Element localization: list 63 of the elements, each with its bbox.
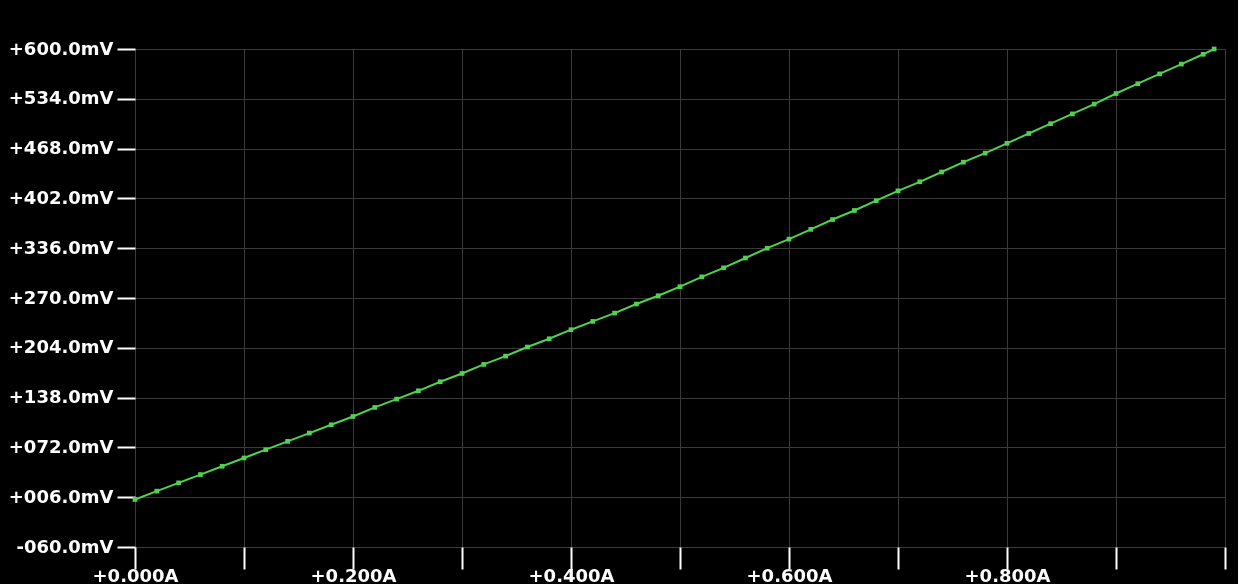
point xyxy=(1200,51,1206,57)
point xyxy=(1091,101,1097,107)
point xyxy=(1004,140,1010,146)
point xyxy=(808,226,814,232)
point xyxy=(1113,91,1119,96)
point xyxy=(219,463,225,469)
point xyxy=(1179,61,1184,67)
point xyxy=(939,169,944,175)
y-tick-label: +468.0mV xyxy=(8,137,114,159)
point xyxy=(830,217,835,222)
y-tick-label: +204.0mV xyxy=(8,336,114,358)
point xyxy=(546,336,552,342)
x-tick-label: +0.000A xyxy=(92,564,179,584)
y-tick-label: +534.0mV xyxy=(8,87,114,109)
point xyxy=(437,379,443,385)
point xyxy=(634,301,639,307)
y-tick-label: +402.0mV xyxy=(8,186,114,208)
point xyxy=(198,472,203,477)
y-tick-label: +138.0mV xyxy=(8,386,114,408)
point xyxy=(873,198,879,204)
point xyxy=(328,422,334,428)
point xyxy=(176,480,181,486)
point xyxy=(1048,121,1053,127)
y-tick-label: +600.0mV xyxy=(8,37,114,59)
point xyxy=(525,344,530,350)
point xyxy=(1070,111,1075,117)
point xyxy=(459,371,465,376)
point xyxy=(503,353,508,359)
point xyxy=(743,255,748,261)
y-tick-label: +336.0mV xyxy=(8,236,114,258)
point xyxy=(350,414,356,419)
point xyxy=(416,388,421,394)
point xyxy=(132,497,138,502)
y-tick-label: +270.0mV xyxy=(8,286,114,308)
point xyxy=(982,150,988,156)
point xyxy=(590,319,596,324)
point xyxy=(481,362,487,367)
point xyxy=(852,208,857,213)
point xyxy=(285,439,290,444)
x-tick-label: +0.800A xyxy=(964,564,1051,584)
point xyxy=(1157,71,1162,77)
point xyxy=(307,430,312,436)
x-tick-label: +0.200A xyxy=(310,564,397,584)
y-tick-label: +006.0mV xyxy=(8,485,114,507)
point xyxy=(677,284,683,290)
point xyxy=(568,327,574,333)
point xyxy=(394,396,399,402)
y-tick-label: -060.0mV xyxy=(16,535,114,557)
point xyxy=(961,159,966,165)
x-tick-label: +0.400A xyxy=(528,564,615,584)
point xyxy=(372,405,378,410)
point xyxy=(917,179,923,185)
point xyxy=(1135,81,1141,87)
point xyxy=(655,293,661,299)
point xyxy=(721,265,726,271)
point xyxy=(263,447,269,453)
point xyxy=(764,245,770,251)
x-tick-label: +0.600A xyxy=(746,564,833,584)
point xyxy=(612,310,617,316)
point xyxy=(699,274,705,280)
point xyxy=(1026,131,1032,136)
point xyxy=(154,488,160,494)
y-tick-label: +072.0mV xyxy=(8,435,114,457)
